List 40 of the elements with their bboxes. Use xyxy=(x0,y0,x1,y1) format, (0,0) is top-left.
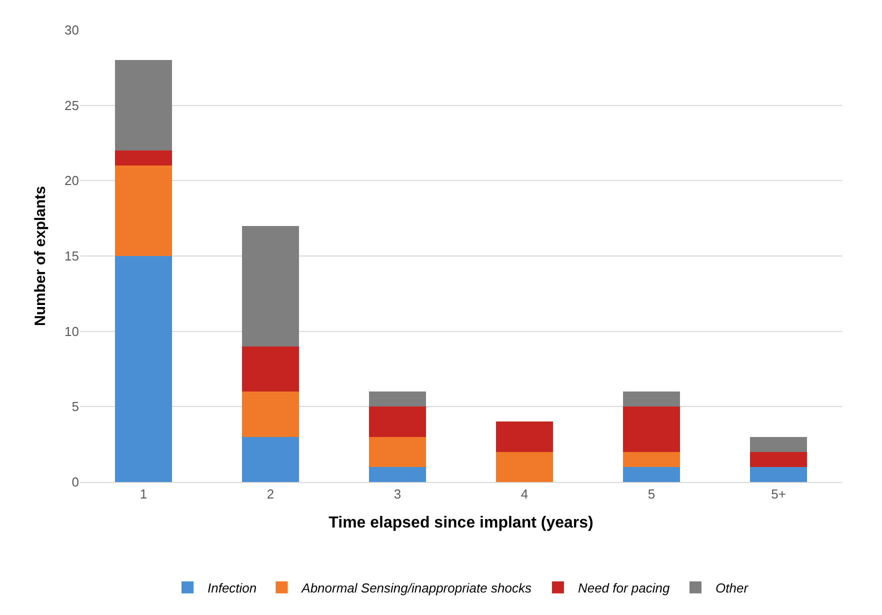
bar xyxy=(496,452,554,482)
y-tick-label: 10 xyxy=(64,324,79,339)
bar xyxy=(622,452,680,467)
bar xyxy=(622,392,680,407)
y-axis-title: Number of explants xyxy=(32,186,49,326)
bar xyxy=(114,60,172,151)
y-tick-label: 15 xyxy=(64,248,79,264)
bar xyxy=(242,436,300,482)
bar xyxy=(368,436,426,467)
x-tick-label: 2 xyxy=(266,486,274,502)
x-tick-label: 1 xyxy=(140,486,148,502)
bar xyxy=(750,452,808,467)
bar xyxy=(114,256,172,482)
y-tick-label: 20 xyxy=(64,173,79,188)
bar xyxy=(114,166,172,256)
legend-label: Need for pacing xyxy=(578,580,671,596)
x-tick-label: 4 xyxy=(520,486,528,502)
bar xyxy=(242,392,300,437)
legend-label: Abnormal Sensing/inappropriate shocks xyxy=(300,580,532,596)
bar xyxy=(368,392,426,407)
y-tick-label: 25 xyxy=(64,98,79,113)
x-tick-label: 3 xyxy=(394,486,402,502)
bar xyxy=(622,406,680,452)
bar xyxy=(368,406,426,437)
x-tick-label: 5+ xyxy=(771,486,786,502)
y-tick-label: 30 xyxy=(64,22,79,38)
legend-label: Other xyxy=(716,580,749,596)
y-tick-label: 0 xyxy=(72,474,79,490)
bar xyxy=(114,150,172,166)
bar xyxy=(242,346,300,392)
bar xyxy=(496,422,554,452)
legend-label: Infection xyxy=(208,580,257,596)
x-tick-label: 5 xyxy=(648,486,656,502)
bar xyxy=(622,466,680,482)
bar xyxy=(750,466,808,482)
x-axis-title: Time elapsed since implant (years) xyxy=(328,514,594,532)
bar xyxy=(242,226,300,346)
bar xyxy=(368,466,426,482)
bar xyxy=(750,436,808,452)
y-tick-label: 5 xyxy=(72,399,79,414)
